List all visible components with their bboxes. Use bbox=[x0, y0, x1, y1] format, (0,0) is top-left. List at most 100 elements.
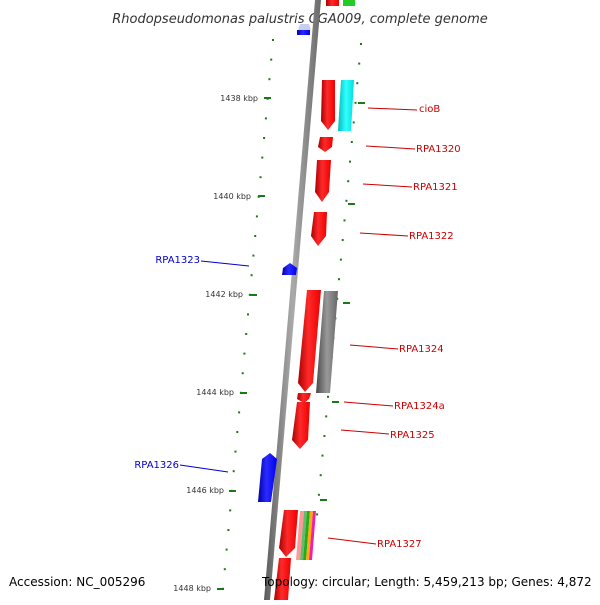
ruler-dot bbox=[339, 258, 342, 261]
gene-label-text: RPA1324a bbox=[394, 401, 445, 412]
ruler-dot bbox=[350, 141, 353, 143]
ruler-dot bbox=[234, 450, 237, 453]
ruler-label-1448: 1448 kbp bbox=[173, 584, 211, 593]
partial-feature-top bbox=[297, 0, 355, 35]
gene-RPA1325-arrow[interactable] bbox=[292, 402, 310, 449]
partial-feature-bottom bbox=[274, 558, 291, 600]
gene-label-text: RPA1320 bbox=[416, 144, 461, 155]
ruler-tick: 1440 kbp bbox=[213, 192, 265, 201]
ruler-dot bbox=[229, 509, 232, 512]
gene-label-RPA1326[interactable]: RPA1326 bbox=[134, 460, 179, 471]
gene-label-text: cioB bbox=[419, 104, 440, 115]
ruler-dot bbox=[241, 372, 244, 375]
gene-label-RPA1323[interactable]: RPA1323 bbox=[155, 255, 200, 266]
ruler-dot bbox=[238, 411, 241, 414]
ruler-dot bbox=[343, 219, 346, 222]
gene-label-RPA1324a[interactable]: RPA1324a bbox=[394, 401, 445, 412]
ruler-dot bbox=[352, 121, 355, 124]
ruler-tick: 1448 kbp bbox=[173, 584, 224, 593]
gene-label-text: RPA1326 bbox=[134, 460, 179, 471]
ruler-dot bbox=[245, 333, 248, 335]
genome-backbone bbox=[264, 0, 321, 600]
ruler-dot bbox=[272, 39, 274, 41]
gene-label-leaders bbox=[179, 107, 418, 545]
ruler-dot bbox=[345, 199, 348, 202]
ruler-dot bbox=[317, 493, 320, 496]
ruler-dot bbox=[252, 254, 255, 257]
ruler-dot bbox=[243, 352, 246, 355]
ruler-dot bbox=[223, 568, 226, 571]
ruler-dot bbox=[347, 180, 350, 183]
gene-label-text: RPA1321 bbox=[413, 182, 458, 193]
ruler-dot bbox=[316, 513, 319, 516]
gene-RPA1322-arrow[interactable] bbox=[311, 212, 327, 246]
gene-RPA1327-arrow[interactable] bbox=[279, 510, 298, 557]
ruler-dot bbox=[354, 101, 357, 104]
ruler-dot bbox=[358, 62, 361, 65]
ruler-dot bbox=[323, 435, 326, 437]
accession-text: Accession: NC_005296 bbox=[9, 575, 145, 589]
gene-RPA1320-arrow[interactable] bbox=[318, 137, 333, 152]
ruler-label-1444: 1444 kbp bbox=[196, 388, 234, 397]
genome-summary-text: Topology: circular; Length: 5,459,213 bp… bbox=[261, 575, 592, 589]
gene-RPA1324-arrow[interactable] bbox=[298, 290, 321, 392]
ruler-dot bbox=[264, 117, 267, 120]
gene-label-RPA1325[interactable]: RPA1325 bbox=[390, 430, 435, 441]
ruler-dot bbox=[270, 58, 273, 61]
ruler-dot bbox=[319, 474, 322, 477]
gene-label-text: RPA1322 bbox=[409, 231, 454, 242]
ruler-dot bbox=[259, 176, 262, 179]
ruler-tick: 1442 kbp bbox=[205, 290, 257, 299]
gene-label-RPA1324[interactable]: RPA1324 bbox=[399, 344, 444, 355]
ruler-dot bbox=[254, 235, 257, 237]
gene-cioB-arrow[interactable] bbox=[321, 80, 335, 130]
ruler-dot bbox=[225, 548, 228, 551]
gene-label-RPA1327[interactable]: RPA1327 bbox=[377, 539, 422, 550]
gene-label-text: RPA1327 bbox=[377, 539, 422, 550]
ruler-dot bbox=[356, 82, 359, 85]
gene-label-RPA1320[interactable]: RPA1320 bbox=[416, 144, 461, 155]
gene-RPA1324-partner-arrow[interactable] bbox=[316, 291, 338, 393]
ruler-dot bbox=[263, 137, 266, 139]
ruler-dot bbox=[360, 43, 362, 45]
ruler-dotted-track-inner bbox=[222, 39, 274, 590]
gene-label-cioB[interactable]: cioB bbox=[419, 104, 440, 115]
ruler-dot bbox=[255, 215, 258, 218]
map-title: Rhodopseudomonas palustris CGA009, compl… bbox=[112, 12, 488, 27]
ruler-tick: 1444 kbp bbox=[196, 388, 247, 397]
gene-label-text: RPA1324 bbox=[399, 344, 444, 355]
ruler-dot bbox=[261, 156, 264, 159]
gene-cioB-partner-arrow[interactable] bbox=[338, 80, 354, 131]
ruler-label-1442: 1442 kbp bbox=[205, 290, 243, 299]
gene-RPA1327-stack[interactable] bbox=[296, 511, 316, 560]
ruler-label-1446: 1446 kbp bbox=[186, 486, 224, 495]
ruler-dot bbox=[321, 454, 324, 457]
ruler-dot bbox=[236, 431, 239, 433]
ruler: 1438 kbp 1440 kbp 1442 kbp 1444 kbp 1446… bbox=[173, 94, 271, 593]
gene-RPA1323-arrow[interactable] bbox=[282, 263, 297, 275]
gene-label-text: RPA1325 bbox=[390, 430, 435, 441]
ruler-dot bbox=[247, 313, 249, 316]
ruler-dot bbox=[349, 160, 351, 163]
ruler-tick: 1438 kbp bbox=[220, 94, 271, 103]
ruler-label-1440: 1440 kbp bbox=[213, 192, 251, 201]
ruler-dot bbox=[338, 278, 340, 281]
ruler-dot bbox=[325, 415, 328, 418]
gene-RPA1321-arrow[interactable] bbox=[315, 160, 331, 202]
outer-track-ticks bbox=[320, 102, 365, 501]
ruler-dot bbox=[232, 470, 235, 473]
gene-label-RPA1322[interactable]: RPA1322 bbox=[409, 231, 454, 242]
ruler-dot bbox=[227, 529, 230, 531]
gene-RPA1324a-arrow[interactable] bbox=[297, 393, 311, 403]
ruler-dot bbox=[341, 239, 344, 241]
gene-label-RPA1321[interactable]: RPA1321 bbox=[413, 182, 458, 193]
ruler-dot bbox=[327, 395, 329, 398]
ruler-dot bbox=[268, 78, 271, 81]
ruler-dot bbox=[248, 293, 251, 296]
ruler-label-1438: 1438 kbp bbox=[220, 94, 258, 103]
ruler-tick: 1446 kbp bbox=[186, 486, 236, 495]
gene-label-text: RPA1323 bbox=[155, 255, 200, 266]
gene-RPA1326-arrow[interactable] bbox=[258, 453, 277, 502]
